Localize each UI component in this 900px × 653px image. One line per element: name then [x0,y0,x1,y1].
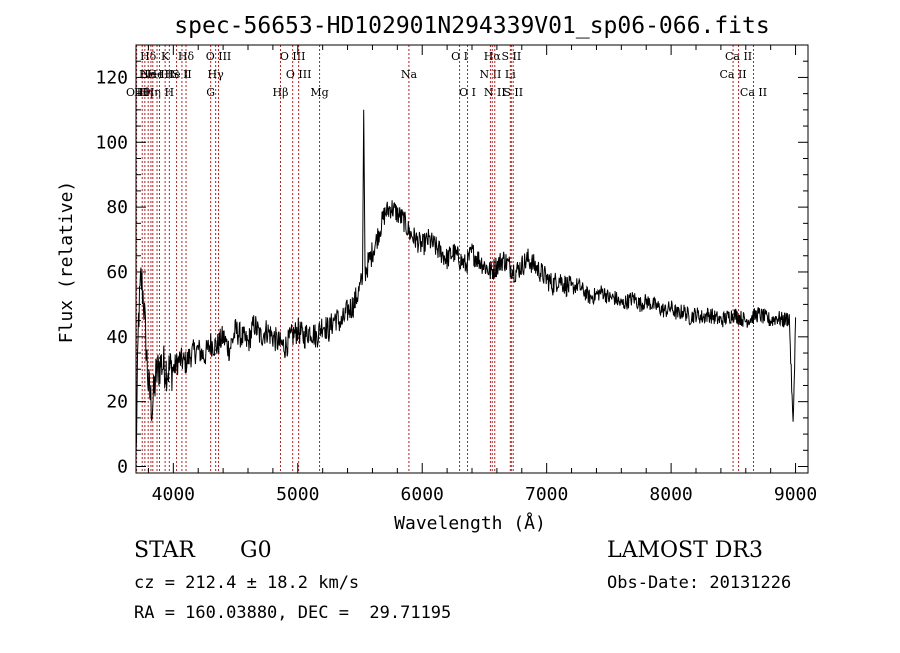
chart-title: spec-56653-HD102901N294339V01_sp06-066.f… [174,13,769,39]
line-marker-label: Mg [310,86,328,99]
y-tick-label: 40 [106,327,128,348]
line-marker-label: Hα [484,50,502,63]
line-marker-label: Na [401,68,418,81]
line-marker-label: Li [505,68,516,81]
line-marker-label: Ca II [725,50,752,63]
y-tick-label: 100 [95,132,128,153]
x-tick-label: 8000 [649,484,692,505]
line-marker-label: Hθ [134,86,151,99]
line-marker-label: O III [286,68,312,81]
series-layer [135,109,797,454]
line-marker-label: S II [501,50,521,63]
line-marker-label: N II [484,86,506,99]
x-tick-label: 6000 [401,484,444,505]
axes-layer: 4000 5000 6000 7000 8000 9000 0 20 40 60 80 100 120 [95,44,817,505]
line-marker-label: Ca II [719,68,746,81]
y-tick-label: 120 [95,67,128,88]
plot-frame [135,44,809,474]
survey-name: LAMOST DR3 [607,538,763,563]
line-marker-label: N II [480,68,502,81]
spectral-class: G0 [240,538,272,563]
redshift-text: cz = 212.4 ± 18.2 km/s [134,573,360,593]
line-marker-label: H [165,86,175,99]
object-type: STAR [134,538,195,563]
y-axis-label: Flux (relative) [56,181,77,344]
line-marker-label: Ca II [740,86,767,99]
y-tick-label: 60 [106,262,128,283]
y-tick-label: 0 [117,457,128,478]
line-marker-label: O I [459,86,476,99]
line-marker-label: Hδ [140,50,157,63]
line-marker-label: He I [165,68,189,81]
x-tick-label: 4000 [152,484,195,505]
x-tick-label: 5000 [276,484,319,505]
line-marker-label: G [206,86,215,99]
line-marker-label: Hδ [178,50,195,63]
spectrum-line [135,109,797,454]
obs-date-text: Obs-Date: 20131226 [607,573,792,593]
line-marker-label: O III [280,50,306,63]
line-marker-label: S II [172,68,192,81]
line-marker-label: Hη [145,86,161,99]
line-marker-label: Hγ [208,68,225,81]
y-tick-label: 20 [106,392,128,413]
y-tick-label: 80 [106,197,128,218]
coords-text: RA = 160.03880, DEC = 29.71195 [134,603,452,623]
line-marker-label: O I [451,50,468,63]
x-tick-label: 9000 [774,484,817,505]
line-marker-label: S II [503,86,523,99]
line-marker-label: K [161,50,170,63]
line-marker-label: Hη [137,86,153,99]
line-marker-label: O III [206,50,232,63]
x-axis-label: Wavelength (Å) [394,512,546,534]
x-tick-label: 7000 [525,484,568,505]
line-marker-label: Hβ [273,86,289,99]
